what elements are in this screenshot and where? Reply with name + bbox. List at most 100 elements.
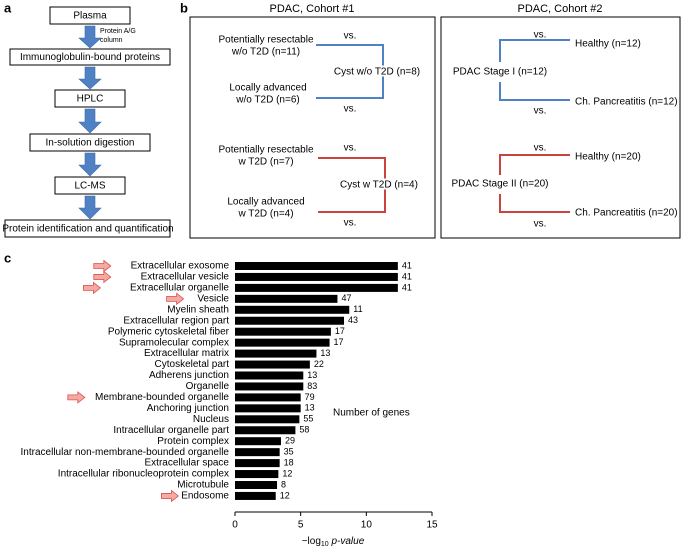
highlight-arrow <box>166 292 185 306</box>
group-text: Healthy (n=20) <box>575 152 641 163</box>
y-tick-label: Endosome <box>181 491 229 502</box>
gene-count: 22 <box>314 359 324 369</box>
group-text: Potentially resectable <box>218 145 313 156</box>
y-tick-label: Cytoskeletal part <box>155 359 230 370</box>
y-tick-label: Supramolecular complex <box>119 337 229 348</box>
y-tick-label: Microtubule <box>177 480 229 491</box>
gene-count: 41 <box>402 282 412 292</box>
bar <box>235 283 398 292</box>
arrow <box>78 195 102 220</box>
step-box <box>9 48 171 66</box>
y-tick-label: Anchoring junction <box>147 403 229 414</box>
y-tick-label: Intracellular non-membrane-bounded organ… <box>21 447 230 458</box>
bar <box>235 382 304 391</box>
group-text: Potentially resectable <box>218 35 313 46</box>
arrow <box>78 108 102 134</box>
step-box <box>54 89 126 108</box>
y-tick-label: Extracellular exosome <box>131 261 230 272</box>
bar <box>235 470 279 479</box>
y-tick-label: Myelin sheath <box>167 304 229 315</box>
gene-count: 17 <box>334 337 344 347</box>
gene-count: 11 <box>353 304 362 314</box>
group-text: w T2D (n=4) <box>237 209 293 220</box>
step-text: Immunoglobulin-bound proteins <box>20 52 160 63</box>
highlight-arrow <box>93 259 112 273</box>
bracket <box>318 157 386 213</box>
y-tick-label: Membrane-bounded organelle <box>95 392 229 403</box>
bar <box>235 360 310 369</box>
group-text: w/o T2D (n=11) <box>231 47 300 58</box>
gene-count: 41 <box>402 271 412 281</box>
bracket <box>316 44 384 99</box>
gene-count: 17 <box>335 326 345 336</box>
gene-count: 8 <box>281 479 286 489</box>
cohort-box <box>440 16 681 239</box>
gene-count: 12 <box>280 490 290 500</box>
group-text: Healthy (n=12) <box>575 39 641 50</box>
group-text: Ch. Pancreatitis (n=20) <box>575 208 678 219</box>
y-tick-label: Extracellular vesicle <box>141 272 230 283</box>
arrow <box>78 25 102 49</box>
bar <box>235 491 276 500</box>
group-text: Ch. Pancreatitis (n=12) <box>575 97 678 108</box>
group-text: Locally advanced <box>227 197 304 208</box>
gene-count: 13 <box>320 348 330 358</box>
bar <box>235 349 317 358</box>
x-axis-label: −log10 p-value <box>302 536 365 548</box>
gene-count: 41 <box>402 260 412 270</box>
cohort-title: PDAC, Cohort #1 <box>270 3 355 15</box>
y-tick-label: Extracellular organelle <box>130 283 229 294</box>
bar <box>235 426 296 435</box>
gene-count: 43 <box>348 315 358 325</box>
group-text: w/o T2D (n=6) <box>235 95 299 106</box>
bar <box>235 294 338 303</box>
gene-count: 55 <box>303 414 313 424</box>
bracket <box>499 39 570 101</box>
bar <box>235 437 281 446</box>
bar <box>235 371 304 380</box>
x-label-part: 10 <box>321 541 329 548</box>
panel-label: a <box>4 0 12 15</box>
y-tick-label: Nucleus <box>193 414 229 425</box>
y-tick-label: Adherens junction <box>149 370 229 381</box>
x-tick-label: 5 <box>298 520 304 531</box>
gene-count: 13 <box>305 403 315 413</box>
gene-count: 79 <box>305 392 315 402</box>
highlight-arrow <box>93 270 112 284</box>
vs-text: vs. <box>344 218 357 229</box>
gene-count: 12 <box>282 468 292 478</box>
y-tick-label: Extracellular space <box>145 458 230 469</box>
x-label-part: −log <box>302 536 321 547</box>
gene-count: 13 <box>307 370 317 380</box>
step-text: Plasma <box>73 11 107 22</box>
step-box <box>29 133 151 152</box>
x-tick-label: 0 <box>232 520 238 531</box>
group-text: PDAC Stage II (n=20) <box>452 179 549 190</box>
step-box <box>4 219 171 238</box>
bar <box>235 415 300 424</box>
x-label-part: p-value <box>329 536 365 547</box>
arrow <box>78 66 102 90</box>
bar <box>235 393 301 402</box>
gene-count: 83 <box>307 381 317 391</box>
y-tick-label: Extracellular matrix <box>144 348 229 359</box>
cohort-diagram: PDAC, Cohort #1 PDAC, Cohort #2 Potentia… <box>189 3 681 239</box>
gene-count: 18 <box>284 457 294 467</box>
note-text: Protein A/G <box>100 28 136 35</box>
step-text: Protein identification and quantificatio… <box>2 224 173 235</box>
step-text: In-solution digestion <box>46 138 135 149</box>
y-tick-label: Intracellular ribonucleoprotein complex <box>58 469 229 480</box>
vs-text: vs. <box>534 106 547 117</box>
x-tick-label: 10 <box>361 520 373 531</box>
y-tick-label: Protein complex <box>157 436 229 447</box>
bar <box>235 481 278 489</box>
y-tick-label: Intracellular organelle part <box>113 425 229 436</box>
cohort-box <box>189 16 436 239</box>
panel-label: b <box>180 0 188 15</box>
bar <box>235 316 345 325</box>
bracket <box>499 154 570 213</box>
gene-count: 35 <box>284 447 294 457</box>
vs-text: vs. <box>534 30 547 41</box>
step-text: HPLC <box>77 94 104 105</box>
vs-text: vs. <box>344 143 357 154</box>
